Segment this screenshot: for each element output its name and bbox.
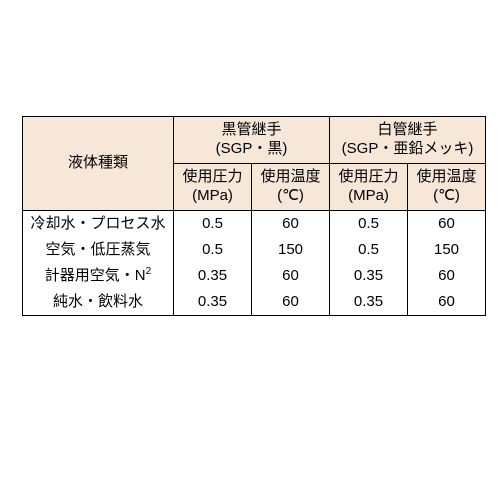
sub-t1-l1: 使用温度 (260, 168, 320, 185)
cell-t1: 150 (252, 237, 330, 263)
val: 0.35 (354, 293, 383, 310)
row-label: 冷却水・プロセス水 (23, 211, 174, 238)
table-row: 純水・飲料水 0.35 60 0.35 60 (23, 289, 486, 316)
group-white-line1: 白管継手 (377, 121, 437, 138)
subheader-temp-1: 使用温度 (℃) (252, 164, 330, 211)
sub-p1-l1: 使用圧力 (182, 168, 242, 185)
sub-p1-l2: (MPa) (192, 187, 233, 204)
row-label-text: 計器用空気・N (45, 267, 146, 284)
sub-t1-l2: (℃) (277, 187, 304, 204)
group-black-line2: (SGP・黒) (216, 140, 288, 157)
row-label-text: 空気・低圧蒸気 (45, 241, 150, 258)
sub-p2-l2: (MPa) (348, 187, 389, 204)
cell-p1: 0.5 (174, 211, 252, 238)
cell-p1: 0.35 (174, 263, 252, 289)
cell-t1: 60 (252, 263, 330, 289)
cell-p1: 0.35 (174, 289, 252, 316)
cell-p2: 0.5 (330, 211, 408, 238)
val: 150 (434, 241, 459, 258)
cell-p2: 0.35 (330, 263, 408, 289)
val: 60 (282, 293, 299, 310)
group-header-white: 白管継手 (SGP・亜鉛メッキ) (330, 117, 486, 164)
subheader-pressure-1: 使用圧力 (MPa) (174, 164, 252, 211)
val: 60 (282, 215, 299, 232)
cell-p2: 0.5 (330, 237, 408, 263)
val: 0.35 (198, 293, 227, 310)
table-row: 空気・低圧蒸気 0.5 150 0.5 150 (23, 237, 486, 263)
val: 60 (438, 293, 455, 310)
group-header-black: 黒管継手 (SGP・黒) (174, 117, 330, 164)
row-label-text: 純水・飲料水 (53, 293, 143, 310)
table-row: 計器用空気・N2 0.35 60 0.35 60 (23, 263, 486, 289)
group-white-line2: (SGP・亜鉛メッキ) (342, 140, 474, 157)
sub-t2-l1: 使用温度 (416, 168, 476, 185)
figure-canvas: { "table": { "background_color": "#fffff… (0, 0, 500, 500)
val: 60 (438, 267, 455, 284)
row-label: 計器用空気・N2 (23, 263, 174, 289)
row-label: 純水・飲料水 (23, 289, 174, 316)
subheader-temp-2: 使用温度 (℃) (408, 164, 486, 211)
table-row: 冷却水・プロセス水 0.5 60 0.5 60 (23, 211, 486, 238)
sub-p2-l1: 使用圧力 (338, 168, 398, 185)
cell-t1: 60 (252, 289, 330, 316)
cell-t1: 60 (252, 211, 330, 238)
val: 0.5 (202, 215, 223, 232)
subheader-pressure-2: 使用圧力 (MPa) (330, 164, 408, 211)
val: 0.35 (198, 267, 227, 284)
group-black-line1: 黒管継手 (221, 121, 281, 138)
spec-table: 液体種類 黒管継手 (SGP・黒) 白管継手 (SGP・亜鉛メッキ) 使用圧力 … (22, 116, 486, 316)
row-header-label-cell: 液体種類 (23, 117, 174, 211)
header-row-1: 液体種類 黒管継手 (SGP・黒) 白管継手 (SGP・亜鉛メッキ) (23, 117, 486, 164)
cell-t2: 150 (408, 237, 486, 263)
val: 0.35 (354, 267, 383, 284)
row-label-text: 冷却水・プロセス水 (30, 215, 165, 232)
val: 0.5 (358, 241, 379, 258)
row-label-sup: 2 (146, 266, 152, 277)
cell-p1: 0.5 (174, 237, 252, 263)
cell-p2: 0.35 (330, 289, 408, 316)
cell-t2: 60 (408, 263, 486, 289)
row-header-label: 液体種類 (68, 154, 128, 171)
val: 0.5 (358, 215, 379, 232)
val: 60 (438, 215, 455, 232)
sub-t2-l2: (℃) (433, 187, 460, 204)
val: 150 (278, 241, 303, 258)
row-label: 空気・低圧蒸気 (23, 237, 174, 263)
val: 60 (282, 267, 299, 284)
cell-t2: 60 (408, 289, 486, 316)
cell-t2: 60 (408, 211, 486, 238)
val: 0.5 (202, 241, 223, 258)
